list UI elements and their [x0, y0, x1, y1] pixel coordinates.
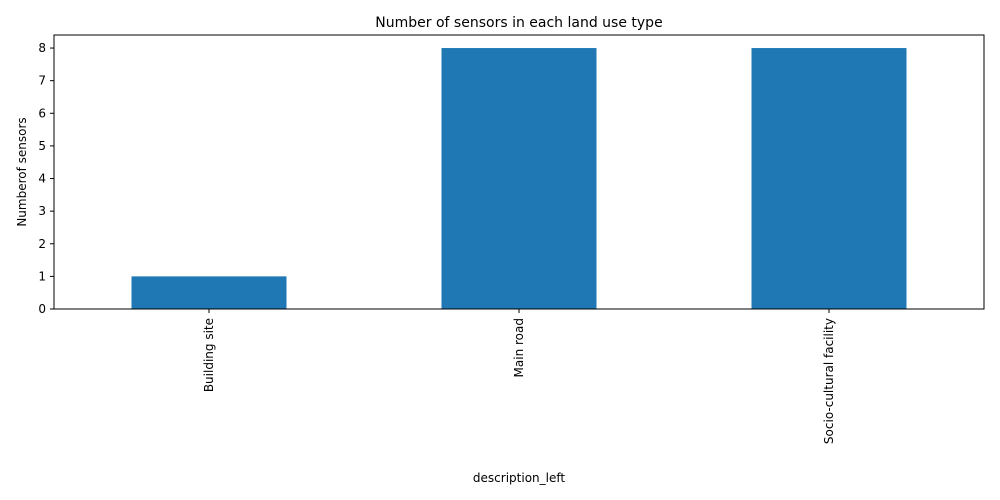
y-tick-label: 4 — [38, 172, 46, 186]
y-tick-label: 6 — [38, 106, 46, 120]
y-tick-label: 0 — [38, 302, 46, 316]
y-tick-label: 2 — [38, 237, 46, 251]
bar-socio-cultural-facility — [751, 48, 907, 310]
bars-layer — [131, 48, 907, 310]
y-tick-label: 5 — [38, 139, 46, 153]
x-tick-label: Building site — [202, 318, 216, 392]
y-axis-label: Numberof sensors — [15, 117, 29, 226]
chart-title: Number of sensors in each land use type — [375, 15, 662, 31]
bar-main-road — [441, 48, 597, 310]
y-tick-label: 7 — [38, 74, 46, 88]
y-tick-label: 1 — [38, 269, 46, 283]
bar-building-site — [131, 276, 287, 309]
x-tick-label: Socio-cultural facility — [822, 318, 836, 444]
x-tick-label: Main road — [512, 318, 526, 377]
x-axis-ticks: Building site Main road Socio-cultural fac… — [202, 309, 836, 444]
y-axis-ticks: 0 1 2 3 4 5 6 7 8 — [38, 41, 54, 316]
x-axis-label: description_left — [473, 471, 565, 485]
y-tick-label: 8 — [38, 41, 46, 55]
y-tick-label: 3 — [38, 204, 46, 218]
